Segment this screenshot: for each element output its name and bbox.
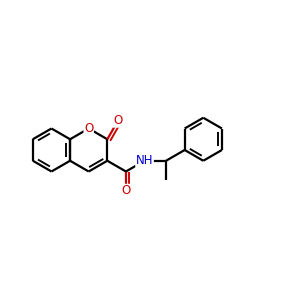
Text: O: O — [84, 122, 93, 135]
Text: NH: NH — [136, 154, 153, 167]
Text: O: O — [113, 114, 123, 127]
Text: O: O — [121, 184, 130, 197]
